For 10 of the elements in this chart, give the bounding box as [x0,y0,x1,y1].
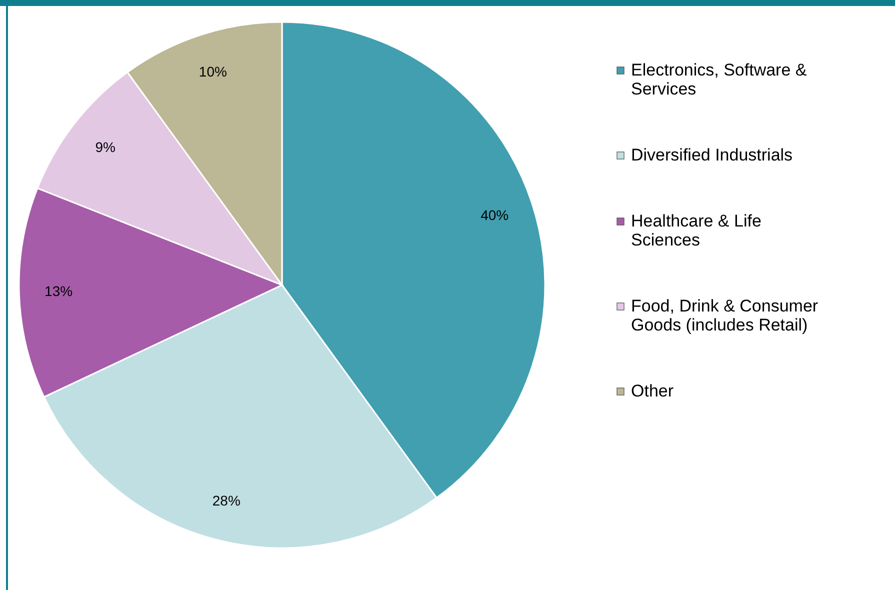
data-label: 40% [480,206,509,223]
data-label: 13% [44,283,73,300]
legend-label: Electronics, Software & Services [631,60,808,98]
legend-label: Diversified Industrials [631,146,793,164]
legend-label: Other [631,382,674,400]
data-label: 10% [198,63,227,80]
legend-label: Healthcare & Life Sciences [631,212,762,250]
data-label: 9% [95,138,116,155]
legend-label: Food, Drink & Consumer Goods (includes Retail) [631,296,818,334]
data-label: 28% [212,492,240,509]
